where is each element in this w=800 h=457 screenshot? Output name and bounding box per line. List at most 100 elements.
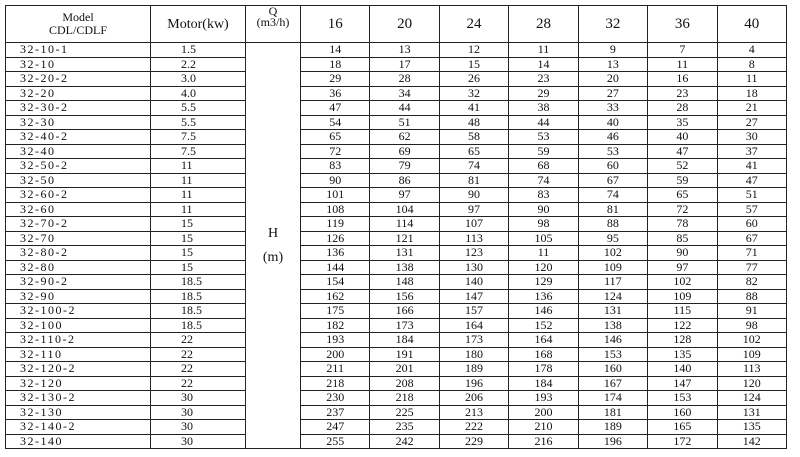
head-cell: 13 — [369, 42, 440, 58]
head-cell: 90 — [647, 245, 718, 261]
head-cell: 126 — [299, 230, 371, 246]
head-cell: 17 — [369, 56, 440, 72]
head-cell: 36 — [299, 85, 371, 101]
head-cell: 40 — [577, 114, 649, 130]
head-cell: 218 — [369, 390, 440, 406]
data-row: 32-60-2 11 101 97 90 83 74 65 51 — [5, 187, 788, 203]
data-row: 32-90 18.5 162 156 147 136 124 109 88 — [5, 288, 788, 304]
head-cell: 91 — [716, 303, 788, 319]
motor-cell: 3.0 — [150, 71, 246, 87]
head-cell: 113 — [438, 230, 510, 246]
head-cell: 129 — [508, 274, 579, 290]
model-cell: 32-90 — [5, 288, 151, 304]
head-cell: 20 — [577, 71, 649, 87]
data-row: 32-130-2 30 230 218 206 193 174 153 124 — [5, 390, 788, 406]
head-cell: 130 — [438, 259, 510, 275]
head-cell: 27 — [577, 85, 649, 101]
motor-cell: 30 — [150, 419, 246, 435]
motor-cell: 18.5 — [150, 303, 246, 319]
head-cell: 162 — [299, 288, 371, 304]
head-cell: 178 — [508, 361, 579, 377]
head-cell: 86 — [369, 172, 440, 188]
head-cell: 81 — [577, 201, 649, 217]
motor-cell: 18.5 — [150, 274, 246, 290]
head-cell: 160 — [577, 361, 649, 377]
data-row: 32-20 4.0 36 34 32 29 27 23 18 — [5, 85, 788, 101]
q-label: Q — [268, 5, 278, 18]
head-cell: 166 — [369, 303, 440, 319]
model-cell: 32-50-2 — [5, 158, 151, 174]
head-cell: 16 — [647, 71, 718, 87]
data-row: 32-120-2 22 211 201 189 178 160 140 113 — [5, 361, 788, 377]
head-cell: 138 — [577, 317, 649, 333]
head-cell: 23 — [508, 71, 579, 87]
head-cell: 131 — [577, 303, 649, 319]
data-row: 32-40 7.5 72 69 65 59 53 47 37 — [5, 143, 788, 159]
head-cell: 67 — [716, 230, 788, 246]
model-cell: 32-60 — [5, 201, 151, 217]
head-cell: 13 — [577, 56, 649, 72]
model-cell: 32-30-2 — [5, 100, 151, 116]
head-cell: 77 — [716, 259, 788, 275]
head-cell: 54 — [299, 114, 371, 130]
head-cell: 12 — [438, 42, 510, 58]
head-cell: 71 — [716, 245, 788, 261]
head-cell: 109 — [716, 346, 788, 362]
head-cell: 242 — [369, 433, 440, 449]
motor-cell: 22 — [150, 361, 246, 377]
head-cell: 65 — [438, 143, 510, 159]
head-cell: 97 — [438, 201, 510, 217]
head-cell: 58 — [438, 129, 510, 145]
head-cell: 47 — [647, 143, 718, 159]
head-cell: 15 — [438, 56, 510, 72]
head-cell: 88 — [716, 288, 788, 304]
motor-cell: 18.5 — [150, 317, 246, 333]
model-cell: 32-50 — [5, 172, 151, 188]
head-cell: 237 — [299, 404, 371, 420]
head-cell: 72 — [299, 143, 371, 159]
head-cell: 34 — [369, 85, 440, 101]
head-cell: 196 — [438, 375, 510, 391]
motor-cell: 4.0 — [150, 85, 246, 101]
head-cell: 14 — [508, 56, 579, 72]
model-cell: 32-80 — [5, 259, 151, 275]
head-cell: 28 — [647, 100, 718, 116]
head-cell: 11 — [508, 42, 579, 58]
data-row: 32-80 15 144 138 130 120 109 97 77 — [5, 259, 788, 275]
motor-cell: 11 — [150, 201, 246, 217]
model-cell: 32-110-2 — [5, 332, 151, 348]
motor-cell: 30 — [150, 390, 246, 406]
model-cell: 32-70 — [5, 230, 151, 246]
head-cell: 46 — [577, 129, 649, 145]
head-cell: 90 — [299, 172, 371, 188]
motor-cell: 5.5 — [150, 100, 246, 116]
model-cell: 32-130-2 — [5, 390, 151, 406]
head-unit: (m) — [262, 249, 284, 265]
head-cell: 38 — [508, 100, 579, 116]
head-cell: 247 — [299, 419, 371, 435]
data-row: 32-10-1 1.5 H (m) 14 13 12 11 9 7 4 — [5, 42, 788, 449]
head-cell: 173 — [438, 332, 510, 348]
head-cell: 172 — [647, 433, 718, 449]
data-row: 32-100-2 18.5 175 166 157 146 131 115 91 — [5, 303, 788, 319]
head-cell: 225 — [369, 404, 440, 420]
head-cell: 109 — [647, 288, 718, 304]
data-row: 32-110 22 200 191 180 168 153 135 109 — [5, 346, 788, 362]
data-row: 32-110-2 22 193 184 173 164 146 128 102 — [5, 332, 788, 348]
motor-cell: 22 — [150, 332, 246, 348]
data-row: 32-140-2 30 247 235 222 210 189 165 135 — [5, 419, 788, 435]
head-cell: 153 — [577, 346, 649, 362]
head-cell: 206 — [438, 390, 510, 406]
head-cell: 105 — [508, 230, 579, 246]
motor-cell: 22 — [150, 375, 246, 391]
head-cell: 74 — [438, 158, 510, 174]
head-cell: 136 — [508, 288, 579, 304]
head-cell: 101 — [299, 187, 371, 203]
motor-label: Motor(kw) — [167, 16, 229, 32]
head-cell: 28 — [369, 71, 440, 87]
head-cell: 18 — [299, 56, 371, 72]
head-cell: 74 — [577, 187, 649, 203]
head-cell: 51 — [369, 114, 440, 130]
head-cell: 211 — [299, 361, 371, 377]
data-row: 32-100 18.5 182 173 164 152 138 122 98 — [5, 317, 788, 333]
